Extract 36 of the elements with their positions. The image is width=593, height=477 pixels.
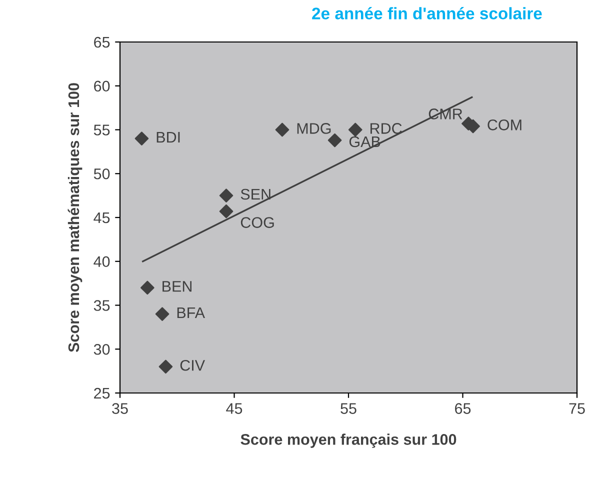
x-axis-title: Score moyen français sur 100: [240, 434, 456, 448]
chart-title: 2e année fin d'année scolaire: [312, 7, 542, 20]
y-tick-label: 55: [94, 124, 110, 136]
x-tick-label: 55: [340, 403, 356, 414]
annotation: BFA: [177, 307, 206, 318]
y-tick-label: 25: [94, 388, 110, 399]
y-tick-label: 60: [94, 80, 110, 92]
y-tick-label: 45: [94, 212, 110, 224]
y-tick-label: 30: [94, 344, 110, 355]
annotation: CIV: [180, 360, 205, 371]
point: [134, 132, 149, 146]
point: [155, 307, 170, 321]
annotation: GAB: [349, 136, 380, 148]
annotation: SEN: [240, 188, 270, 200]
x-tick-label: 75: [569, 403, 585, 414]
annotation: BEN: [162, 281, 192, 292]
point: [140, 280, 154, 295]
x-tick-label: 65: [455, 403, 471, 414]
annotation: COM: [488, 120, 522, 130]
x-tick-label: 35: [112, 403, 128, 414]
point: [219, 204, 234, 218]
point: [328, 133, 342, 148]
point: [348, 122, 362, 137]
y-axis-title: Score moyen mathématiques sur 100: [68, 83, 82, 352]
y-tick-label: 35: [94, 300, 110, 311]
y-tick-label: 50: [94, 168, 110, 180]
y-tick-label: 40: [94, 256, 110, 268]
annotation: COG: [240, 217, 274, 228]
annotation: BDI: [156, 132, 180, 142]
y-tick-label: 65: [94, 36, 110, 48]
x-tick-label: 45: [226, 403, 242, 414]
annotation: MDG: [297, 123, 331, 134]
point: [219, 188, 234, 202]
annotation: RDC: [370, 123, 402, 134]
point: [275, 122, 290, 137]
point: [158, 360, 173, 374]
